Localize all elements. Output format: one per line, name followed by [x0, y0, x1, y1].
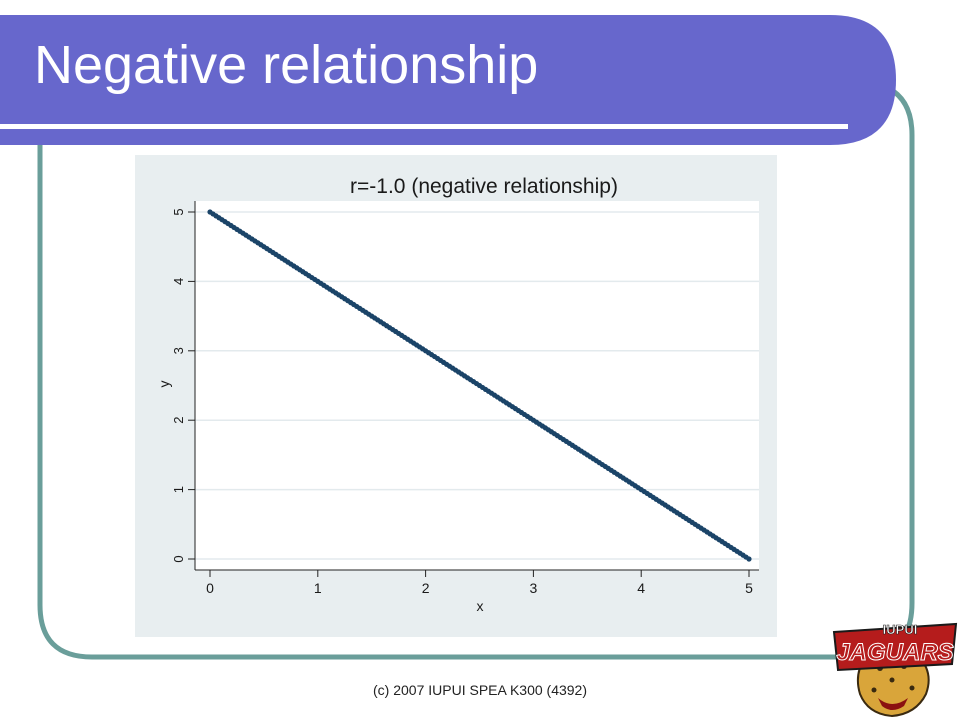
logo-main-text: JAGUARS: [836, 639, 953, 666]
logo-banner: [832, 622, 958, 672]
grid-lines: [195, 211, 759, 560]
x-tick-label: 5: [745, 580, 753, 596]
y-tick-label: 2: [171, 417, 186, 424]
x-tick-label: 2: [422, 580, 430, 596]
y-axis-label: y: [156, 381, 172, 388]
chart: r=-1.0 (negative relationship) 0 1 2 3 4 5 0 1…: [135, 155, 777, 637]
jaguars-logo: IUPUI JAGUARS: [832, 622, 958, 718]
y-tick-label: 4: [171, 278, 186, 285]
logo-top-text: IUPUI: [883, 622, 918, 637]
title-underline: [0, 124, 848, 129]
chart-title: r=-1.0 (negative relationship): [350, 175, 618, 198]
slide-footer: (c) 2007 IUPUI SPEA K300 (4392): [373, 682, 587, 698]
title-bar: [0, 15, 896, 145]
y-ticks: 0 1 2 3 4 5: [171, 208, 195, 563]
y-tick-label: 1: [171, 486, 186, 493]
y-tick-label: 0: [171, 555, 186, 562]
logo-mouth: [878, 698, 908, 710]
slide-title: Negative relationship: [34, 35, 539, 95]
x-axis-label: x: [477, 598, 484, 614]
x-tick-label: 0: [206, 580, 214, 596]
y-tick-label: 3: [171, 347, 186, 354]
y-tick-label: 5: [171, 208, 186, 215]
series-point: [746, 556, 752, 562]
x-tick-label: 3: [530, 580, 538, 596]
series-group: [207, 209, 752, 562]
x-tick-label: 1: [314, 580, 322, 596]
x-ticks: 0 1 2 3 4 5: [206, 570, 753, 596]
x-tick-label: 4: [637, 580, 645, 596]
